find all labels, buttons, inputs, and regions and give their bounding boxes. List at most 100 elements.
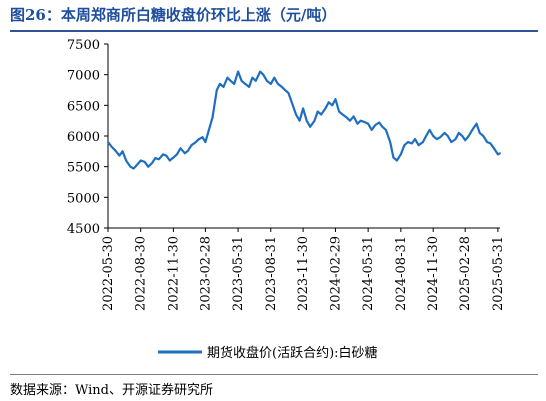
data-point (316, 110, 319, 113)
x-tick-label: 2024-02-29 (328, 236, 343, 311)
y-tick-label: 7000 (67, 69, 100, 84)
legend-label: 期货收盘价(活跃合约):白砂糖 (207, 345, 378, 361)
data-point (118, 154, 121, 157)
data-point (363, 121, 366, 123)
data-point (273, 76, 276, 79)
data-point (280, 86, 283, 88)
x-tick-label: 2025-02-28 (458, 236, 473, 311)
data-point (233, 83, 236, 85)
data-point (172, 156, 175, 159)
data-point (111, 146, 113, 148)
data-point (411, 142, 413, 145)
data-point (450, 141, 453, 143)
chart-title: 图26：本周郑商所白糖收盘价环比上涨（元/吨） (10, 6, 337, 24)
data-point (254, 79, 257, 82)
data-point (425, 135, 427, 137)
data-point (428, 129, 431, 131)
data-point (244, 83, 247, 85)
chart-axes: 4500 5000 5500 6000 6500 7000 7500 2022-05-30 20… (67, 38, 506, 311)
data-point (385, 129, 387, 131)
data-point (435, 138, 438, 140)
data-point (396, 159, 398, 162)
data-point (277, 83, 279, 85)
data-point (208, 129, 210, 131)
data-point (284, 89, 286, 91)
data-point (389, 141, 392, 143)
data-point (338, 110, 340, 113)
data-point (162, 153, 165, 156)
data-point (478, 132, 481, 134)
y-tick-label: 4500 (67, 222, 100, 237)
y-tick-label: 7500 (67, 38, 100, 53)
data-point (219, 83, 221, 85)
data-point (370, 129, 373, 131)
data-point (464, 139, 467, 142)
data-point (334, 98, 337, 101)
y-tick-label: 6000 (67, 130, 100, 145)
data-point (414, 138, 416, 140)
data-point (183, 152, 186, 155)
data-point (198, 138, 200, 140)
data-point (132, 167, 135, 170)
data-point (226, 76, 229, 79)
x-tick-label: 2022-11-30 (166, 236, 181, 311)
x-tick-label: 2025-05-31 (491, 236, 506, 311)
data-point (475, 122, 478, 125)
data-point (165, 154, 168, 157)
data-point (187, 149, 189, 152)
data-point (367, 122, 369, 125)
data-point (356, 122, 359, 125)
data-point (204, 141, 207, 143)
data-point (262, 73, 265, 76)
data-point (222, 86, 225, 88)
y-tick-label: 6500 (67, 99, 100, 114)
data-point (251, 76, 254, 79)
data-point (114, 149, 117, 152)
x-tick-label: 2024-08-31 (394, 236, 409, 311)
data-point (291, 104, 294, 107)
data-point (107, 141, 109, 143)
data-point (399, 153, 402, 156)
x-tick-label: 2024-11-30 (426, 236, 441, 311)
data-point (407, 141, 409, 143)
data-point (432, 135, 435, 137)
data-point (471, 129, 474, 131)
data-point (457, 132, 460, 134)
data-point (320, 113, 323, 116)
data-point (305, 119, 308, 122)
data-point (240, 79, 243, 82)
data-point (378, 121, 381, 124)
data-point (422, 141, 424, 143)
line-chart: 4500 5000 5500 6000 6500 7000 7500 2022-05-30 20… (67, 38, 506, 361)
data-point (331, 104, 334, 107)
data-point (417, 144, 420, 147)
data-point (190, 144, 193, 147)
y-tick-label: 5500 (67, 161, 100, 176)
x-tick-label: 2023-08-31 (264, 236, 279, 311)
data-point (201, 136, 204, 139)
data-point (143, 160, 146, 163)
data-point (136, 163, 139, 166)
data-point (287, 92, 290, 94)
data-point (313, 119, 316, 122)
data-point (454, 138, 457, 140)
data-point (497, 153, 499, 156)
data-point (324, 107, 327, 110)
y-tick-label: 5000 (67, 191, 100, 206)
data-point (439, 136, 442, 139)
data-point (295, 113, 297, 116)
data-point (374, 124, 377, 126)
data-point (298, 119, 301, 122)
x-tick-label: 2023-02-28 (198, 236, 213, 311)
data-point (179, 147, 182, 150)
series-line (107, 70, 501, 170)
data-point (345, 116, 348, 119)
data-point (211, 116, 214, 119)
plot-area (107, 70, 501, 170)
data-point (341, 113, 344, 116)
data-point (352, 115, 355, 118)
data-point (461, 135, 464, 137)
data-point (309, 125, 312, 128)
data-point (403, 144, 406, 147)
data-point (266, 79, 268, 82)
